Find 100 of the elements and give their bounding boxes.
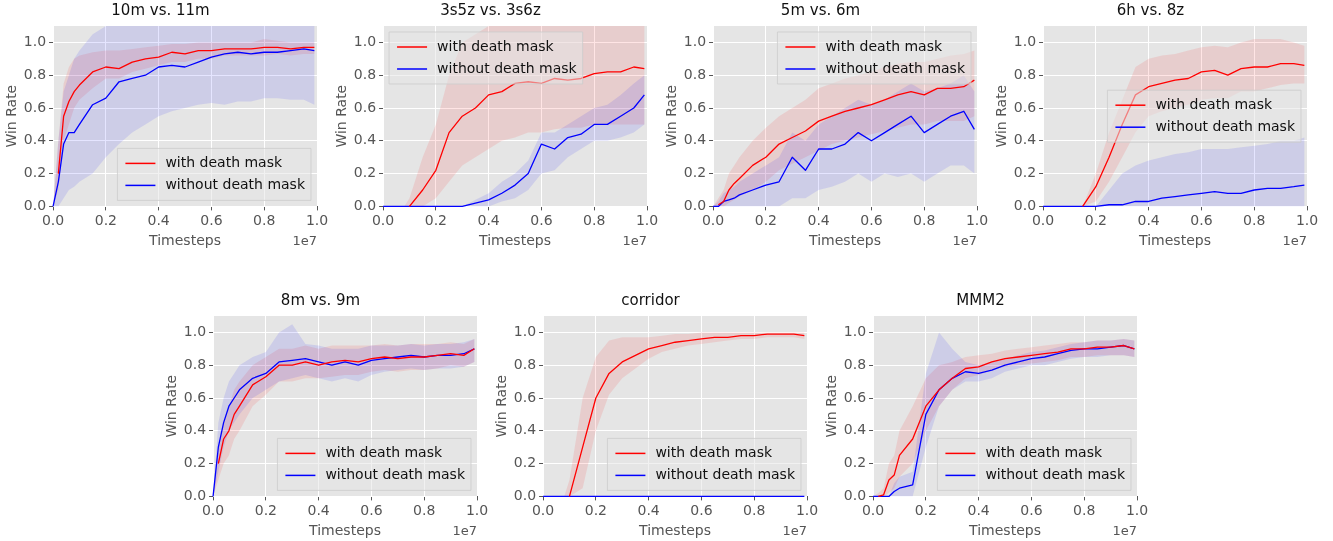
x-tick-label: 0.8 <box>413 502 436 519</box>
y-tick-label: 0.8 <box>1013 65 1037 82</box>
y-tick-label: 1.0 <box>183 323 207 340</box>
text: 1e7 <box>1282 232 1307 248</box>
y-tick-label: 0.8 <box>843 355 867 372</box>
y-tick-label: 0.8 <box>683 65 707 82</box>
x-tick-label: 0.4 <box>807 212 830 229</box>
legend-label: without death mask <box>985 466 1126 483</box>
x-axis-title: Timesteps <box>478 232 551 249</box>
y-tick-label: 1.0 <box>23 33 47 50</box>
y-axis-title: Win Rate <box>823 374 840 438</box>
y-tick-label: 0.0 <box>183 487 207 504</box>
y-tick-label: 0.4 <box>1013 131 1037 148</box>
text: 1e7 <box>292 232 317 248</box>
x-tick-label: 0.8 <box>1073 502 1096 519</box>
x-tick-label: 0.2 <box>94 212 117 229</box>
legend-label: without death mask <box>655 466 796 483</box>
y-tick-label: 0.2 <box>23 164 47 181</box>
legend-label: with death mask <box>1155 95 1273 112</box>
y-tick-label: 0.6 <box>183 388 207 405</box>
x-tick-label: 0.8 <box>1243 212 1266 229</box>
y-tick-label: 0.4 <box>843 421 867 438</box>
y-tick-label: 0.6 <box>1013 98 1037 115</box>
x-tick-label: 0.4 <box>1137 212 1160 229</box>
y-tick-label: 0.0 <box>353 197 377 214</box>
x-tick-label: 0.8 <box>253 212 276 229</box>
x-axis-title: Timesteps <box>1138 232 1211 249</box>
x-tick-label: 0.2 <box>1084 212 1107 229</box>
x-axis-title: Timesteps <box>308 522 381 539</box>
legend-label: without death mask <box>825 59 966 76</box>
y-tick-label: 0.2 <box>183 454 207 471</box>
x-axis-title: Timesteps <box>808 232 881 249</box>
y-axis-title: Win Rate <box>163 374 180 438</box>
y-axis-title: Win Rate <box>493 374 510 438</box>
chart-title: 8m vs. 9m <box>280 290 361 309</box>
x-tick-label: 0.0 <box>41 212 65 229</box>
y-tick-label: 0.2 <box>683 164 707 181</box>
x-tick-label: 0.6 <box>1190 212 1213 229</box>
y-tick-label: 0.6 <box>843 388 867 405</box>
chart-title: 6h vs. 8z <box>1116 0 1185 19</box>
x-tick-label: 0.8 <box>583 212 606 229</box>
y-tick-label: 0.8 <box>183 355 207 372</box>
legend-label: without death mask <box>437 59 578 76</box>
x-tick-label: 0.6 <box>860 212 883 229</box>
chart-title: MMM2 <box>956 290 1005 309</box>
y-tick-label: 0.4 <box>23 131 47 148</box>
x-tick-label: 0.8 <box>743 502 766 519</box>
x-tick-label: 0.2 <box>914 502 937 519</box>
y-axis-title: Win Rate <box>663 84 680 148</box>
x-axis-title: Timesteps <box>148 232 221 249</box>
y-tick-label: 1.0 <box>683 33 707 50</box>
y-tick-label: 0.4 <box>183 421 207 438</box>
x-tick-label: 0.6 <box>530 212 553 229</box>
text: 1e7 <box>782 522 807 538</box>
x-axis-title: Timesteps <box>968 522 1041 539</box>
legend-label: with death mask <box>825 37 943 54</box>
y-tick-label: 0.0 <box>23 197 47 214</box>
legend-label: without death mask <box>1155 117 1296 134</box>
x-tick-label: 0.4 <box>967 502 990 519</box>
y-axis-title: Win Rate <box>3 84 20 148</box>
x-tick-label: 0.2 <box>424 212 447 229</box>
chart-title: 3s5z vs. 3s6z <box>440 0 541 19</box>
y-axis-title: Win Rate <box>333 84 350 148</box>
x-tick-label: 1.0 <box>1125 502 1149 519</box>
y-tick-label: 0.0 <box>513 487 537 504</box>
y-tick-label: 0.6 <box>513 388 537 405</box>
x-tick-label: 1.0 <box>465 502 489 519</box>
x-tick-label: 0.2 <box>584 502 607 519</box>
legend-label: without death mask <box>165 176 306 193</box>
legend-label: with death mask <box>985 444 1103 461</box>
y-tick-label: 0.6 <box>23 98 47 115</box>
chart-title: 5m vs. 6m <box>780 0 861 19</box>
x-tick-label: 0.0 <box>201 502 225 519</box>
x-axis-title: Timesteps <box>638 522 711 539</box>
legend-label: with death mask <box>165 154 283 171</box>
y-tick-label: 0.0 <box>843 487 867 504</box>
chart-title: corridor <box>621 290 681 309</box>
text: 1e7 <box>622 232 647 248</box>
y-tick-label: 0.8 <box>23 65 47 82</box>
x-tick-label: 0.6 <box>200 212 223 229</box>
y-tick-label: 0.0 <box>1013 197 1037 214</box>
y-tick-label: 0.8 <box>353 65 377 82</box>
x-tick-label: 0.0 <box>861 502 885 519</box>
y-tick-label: 0.6 <box>353 98 377 115</box>
x-tick-label: 0.4 <box>637 502 660 519</box>
x-tick-label: 1.0 <box>305 212 329 229</box>
y-tick-label: 0.2 <box>353 164 377 181</box>
chart-title: 10m vs. 11m <box>111 0 210 19</box>
y-tick-label: 0.4 <box>513 421 537 438</box>
legend-label: with death mask <box>437 37 555 54</box>
y-tick-label: 0.2 <box>843 454 867 471</box>
x-tick-label: 0.0 <box>371 212 395 229</box>
y-tick-label: 0.4 <box>353 131 377 148</box>
y-tick-label: 0.8 <box>513 355 537 372</box>
y-tick-label: 0.4 <box>683 131 707 148</box>
x-tick-label: 1.0 <box>795 502 819 519</box>
x-tick-label: 0.4 <box>307 502 330 519</box>
y-tick-label: 0.6 <box>683 98 707 115</box>
y-tick-label: 0.2 <box>1013 164 1037 181</box>
y-tick-label: 1.0 <box>1013 33 1037 50</box>
